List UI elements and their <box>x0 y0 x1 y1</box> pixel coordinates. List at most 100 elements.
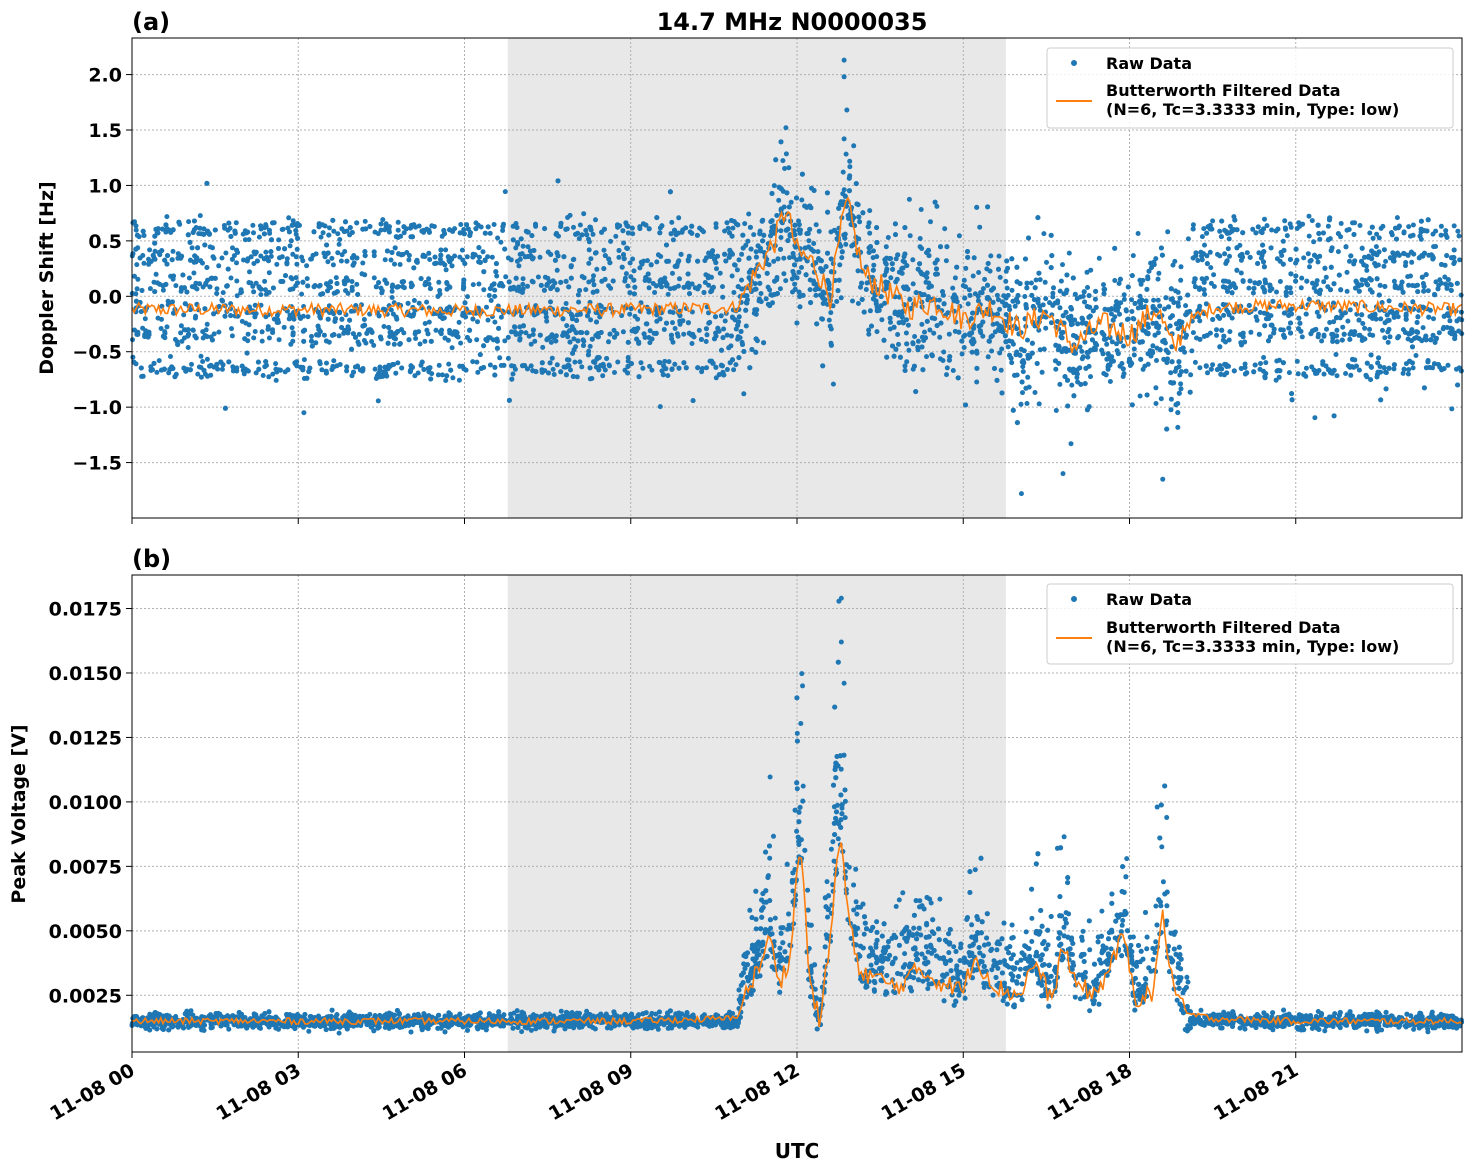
raw-point <box>330 364 336 369</box>
raw-point <box>1447 281 1453 287</box>
raw-point <box>1036 270 1042 276</box>
raw-point <box>622 275 628 281</box>
raw-point <box>315 323 321 329</box>
raw-point <box>1308 331 1314 337</box>
raw-point <box>660 372 666 378</box>
raw-point <box>602 367 608 373</box>
raw-point <box>435 293 441 299</box>
raw-point <box>134 286 140 292</box>
raw-point <box>575 338 581 344</box>
raw-point <box>301 338 307 344</box>
raw-point <box>812 287 818 293</box>
raw-point <box>189 245 195 251</box>
raw-point <box>859 280 865 286</box>
raw-point <box>1415 282 1420 288</box>
raw-point <box>1401 366 1407 372</box>
raw-point <box>980 319 986 325</box>
raw-point <box>1157 347 1163 353</box>
raw-point <box>1257 366 1263 372</box>
raw-point <box>1219 218 1225 224</box>
raw-point <box>1242 339 1248 345</box>
raw-point <box>1353 278 1359 284</box>
raw-point <box>1120 366 1126 372</box>
raw-point <box>1385 318 1390 324</box>
raw-point <box>997 323 1003 329</box>
raw-point <box>670 237 676 243</box>
raw-point <box>615 359 621 365</box>
raw-point <box>646 285 652 291</box>
raw-point <box>837 262 843 268</box>
raw-point <box>338 258 344 264</box>
raw-point <box>577 288 583 293</box>
raw-point <box>245 229 251 235</box>
raw-point <box>989 348 995 354</box>
raw-point <box>1130 253 1136 259</box>
raw-point <box>266 270 272 276</box>
raw-point <box>1229 315 1235 321</box>
raw-point <box>334 281 340 286</box>
raw-point <box>1430 256 1436 262</box>
raw-point <box>179 338 185 344</box>
raw-point <box>1403 316 1409 322</box>
raw-point <box>1378 397 1384 403</box>
raw-point <box>409 283 415 288</box>
raw-point <box>568 367 573 373</box>
raw-point <box>635 316 641 322</box>
raw-point <box>802 245 808 251</box>
raw-point <box>164 214 170 220</box>
raw-point <box>1370 315 1375 321</box>
raw-point <box>1286 325 1292 331</box>
raw-point <box>355 364 360 370</box>
raw-point <box>828 256 834 262</box>
raw-point <box>159 367 164 373</box>
raw-point <box>571 224 576 230</box>
raw-point <box>843 151 849 157</box>
raw-point <box>455 334 461 340</box>
raw-point <box>1351 232 1357 237</box>
raw-point <box>432 254 438 260</box>
raw-point <box>1288 271 1294 277</box>
raw-point <box>694 232 700 238</box>
raw-point <box>222 225 228 231</box>
raw-point <box>585 352 591 358</box>
raw-point <box>255 359 261 365</box>
raw-point <box>1037 307 1043 313</box>
raw-point <box>797 304 803 310</box>
raw-point <box>681 360 687 366</box>
raw-point <box>733 362 739 368</box>
raw-point <box>1375 360 1381 366</box>
raw-point <box>288 238 294 244</box>
raw-point <box>1140 366 1146 372</box>
raw-point <box>345 324 351 330</box>
raw-point <box>548 299 553 305</box>
raw-point <box>774 213 780 218</box>
raw-point <box>276 337 282 343</box>
raw-point <box>784 190 790 196</box>
raw-point <box>1043 325 1049 331</box>
raw-point <box>730 225 736 231</box>
raw-point <box>759 218 765 224</box>
raw-point <box>1190 222 1196 228</box>
raw-point <box>1338 287 1344 293</box>
raw-point <box>644 321 650 327</box>
raw-point <box>397 262 403 267</box>
raw-point <box>234 260 239 266</box>
raw-point <box>1197 318 1203 324</box>
raw-point <box>330 217 336 223</box>
raw-point <box>331 332 337 338</box>
raw-point <box>1263 360 1269 366</box>
raw-point <box>627 311 633 317</box>
raw-point <box>197 281 202 287</box>
raw-point <box>137 255 143 261</box>
panel-a-raw-series <box>129 57 1465 497</box>
raw-point <box>458 222 464 227</box>
raw-point <box>941 349 947 355</box>
raw-point <box>395 227 401 233</box>
raw-point <box>1418 218 1424 224</box>
raw-point <box>1008 355 1014 361</box>
raw-point <box>685 271 691 277</box>
raw-point <box>621 256 627 262</box>
raw-point <box>1169 313 1175 319</box>
raw-point <box>828 342 834 348</box>
